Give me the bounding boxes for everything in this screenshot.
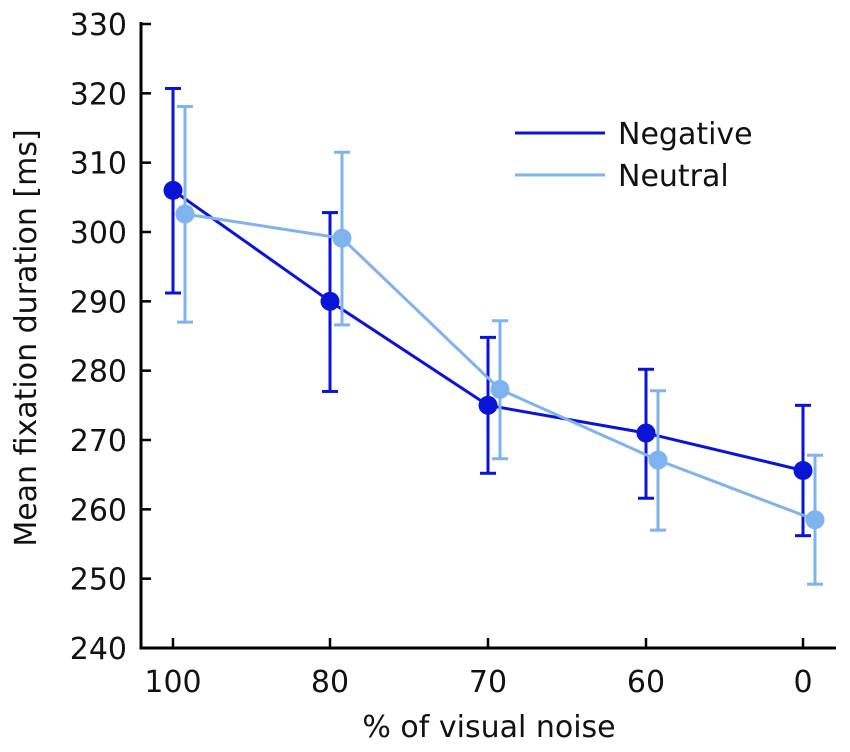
x-axis-ticks: 100 80 70 60 0 [144, 638, 813, 700]
data-point [332, 228, 352, 248]
y-tick-label: 300 [70, 216, 127, 251]
data-point [478, 395, 498, 415]
y-tick-label: 250 [70, 563, 127, 598]
data-point [805, 510, 825, 530]
data-point [320, 291, 340, 311]
y-tick-label: 290 [70, 285, 127, 320]
y-tick-label: 330 [70, 8, 127, 43]
y-axis-label: Mean fixation duration [ms] [9, 129, 44, 546]
x-tick-label: 0 [793, 665, 812, 700]
series-layer [163, 86, 825, 586]
x-axis-label: % of visual noise [362, 710, 615, 745]
y-tick-label: 260 [70, 493, 127, 528]
data-point [490, 379, 510, 399]
data-point [175, 204, 195, 224]
data-point [793, 461, 813, 481]
data-point [648, 450, 668, 470]
legend-label-negative: Negative [618, 117, 753, 152]
y-tick-label: 240 [70, 632, 127, 667]
y-tick-label: 270 [70, 424, 127, 459]
series-negative [163, 86, 813, 538]
x-tick-label: 70 [469, 665, 507, 700]
y-tick-label: 280 [70, 355, 127, 390]
legend-label-neutral: Neutral [618, 159, 729, 194]
data-point [163, 180, 183, 200]
y-tick-label: 320 [70, 77, 127, 112]
y-axis-ticks: 240 250 260 270 280 290 300 310 320 330 [70, 8, 151, 667]
data-point [636, 423, 656, 443]
series-neutral [175, 105, 825, 586]
y-tick-label: 310 [70, 147, 127, 182]
x-tick-label: 60 [627, 665, 665, 700]
x-tick-label: 80 [311, 665, 349, 700]
legend: Negative Neutral [515, 117, 753, 194]
x-tick-label: 100 [144, 665, 201, 700]
